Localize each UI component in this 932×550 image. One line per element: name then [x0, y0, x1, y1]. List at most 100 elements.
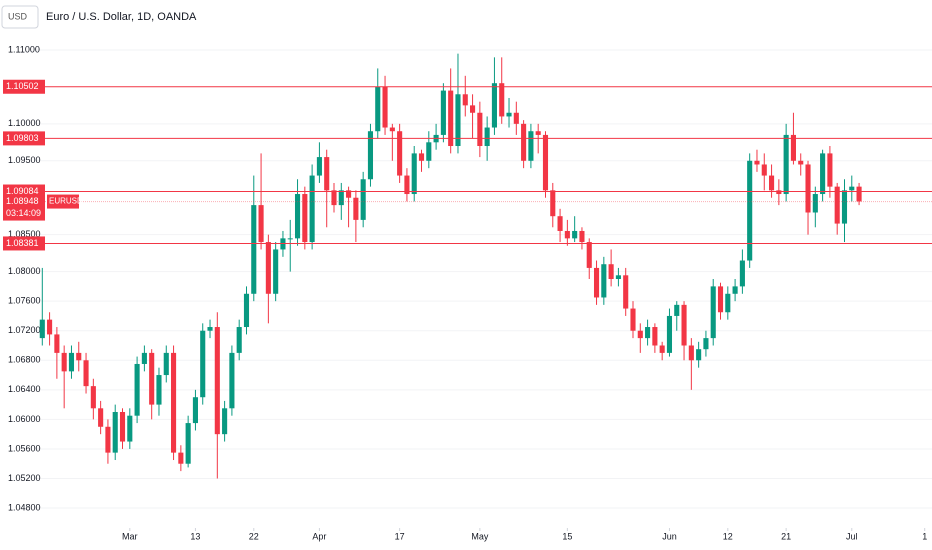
level-label-box — [3, 79, 45, 94]
candle-body — [346, 190, 352, 198]
currency-box[interactable] — [1, 5, 39, 29]
candle-body — [455, 94, 461, 147]
candle-body — [499, 83, 505, 117]
x-tick-label: May — [471, 531, 489, 541]
candle-body — [338, 190, 344, 206]
candle-body — [856, 186, 862, 202]
candle-body — [404, 175, 410, 195]
candle-body — [776, 190, 782, 195]
last-price-box — [3, 194, 45, 221]
candle-body — [243, 293, 250, 328]
candle-body — [171, 352, 177, 453]
candle-body — [542, 134, 549, 191]
candle-body — [557, 216, 563, 231]
candle-body — [739, 260, 745, 287]
y-tick-label: 1.08000 — [8, 266, 41, 276]
y-tick-label: 1.07200 — [8, 325, 41, 335]
candle-body — [834, 186, 840, 224]
candle-body — [769, 175, 775, 191]
y-tick-label: 1.10000 — [8, 118, 41, 128]
candle-body — [615, 275, 621, 279]
candle-body — [418, 153, 425, 161]
level-label-box — [3, 236, 45, 251]
x-tick-label: 12 — [723, 531, 733, 541]
candle-body — [207, 327, 213, 331]
candle-body — [550, 190, 556, 217]
level-label: 1.09084 — [6, 186, 39, 196]
y-tick-label: 1.05200 — [8, 473, 41, 483]
candle-body — [367, 131, 374, 180]
candle-body — [200, 330, 206, 398]
symbol-tag-box — [47, 194, 79, 209]
candle-body — [674, 304, 680, 316]
candle-body — [47, 319, 53, 335]
candle-body — [630, 308, 636, 331]
candle-body — [61, 352, 67, 372]
y-tick-label: 1.04800 — [8, 502, 41, 512]
candle-body — [178, 452, 184, 464]
candle-body — [98, 408, 104, 427]
x-tick-label: Jul — [846, 531, 858, 541]
candle-body — [710, 286, 716, 339]
candle-body — [375, 86, 381, 132]
candle-body — [623, 275, 629, 309]
level-label: 1.10502 — [6, 81, 39, 91]
candle-body — [76, 352, 82, 361]
candle-body — [83, 360, 89, 387]
candle-body — [528, 131, 534, 161]
x-tick-label: Mar — [122, 531, 138, 541]
candle-body — [251, 205, 257, 294]
level-label: 1.09803 — [6, 133, 39, 143]
candle-body — [141, 352, 147, 364]
candle-body — [397, 131, 403, 176]
countdown-label: 03:14:09 — [6, 208, 41, 218]
candle-body — [440, 90, 446, 135]
candle-body — [717, 286, 724, 313]
candle-body — [725, 293, 731, 313]
currency-label[interactable]: USD — [8, 11, 28, 21]
candle-body — [119, 411, 126, 442]
candle-body — [747, 160, 753, 261]
candle-body — [163, 352, 169, 376]
candle-body — [572, 230, 578, 239]
candle-body — [222, 408, 228, 435]
candle-body — [666, 315, 673, 353]
candle-body — [353, 197, 359, 220]
x-tick-label: 1 — [922, 531, 927, 541]
candle-body — [805, 164, 811, 213]
candle-body — [105, 426, 111, 453]
last-price-label: 1.08948 — [6, 196, 39, 206]
candle-body — [316, 157, 322, 176]
candle-body — [127, 415, 133, 442]
y-tick-label: 1.06400 — [8, 384, 41, 394]
candle-body — [156, 375, 162, 405]
candle-body — [411, 153, 417, 195]
x-tick-label: 22 — [249, 531, 259, 541]
candle-body — [827, 153, 833, 187]
candle-body — [90, 386, 96, 409]
y-tick-label: 1.09500 — [8, 155, 41, 165]
y-tick-label: 1.07600 — [8, 296, 41, 306]
candle-body — [601, 264, 607, 298]
level-label-box — [3, 131, 45, 146]
candle-body — [302, 194, 308, 243]
y-tick-label: 1.05600 — [8, 443, 41, 453]
candle-body — [521, 123, 527, 161]
candle-body — [637, 330, 643, 339]
candle-body — [477, 112, 483, 147]
candle-body — [258, 205, 264, 243]
candle-body — [681, 304, 687, 346]
candle-body — [462, 94, 468, 106]
x-tick-label: 17 — [395, 531, 405, 541]
candle-body — [331, 190, 337, 206]
candle-body — [382, 86, 388, 128]
candle-body — [593, 267, 600, 298]
candle-body — [214, 327, 220, 435]
candle-body — [39, 319, 45, 339]
candle-body — [236, 327, 242, 353]
candle-body — [703, 338, 709, 350]
candle-body — [287, 238, 293, 240]
symbol-title: Euro / U.S. Dollar, 1D, OANDA — [46, 11, 197, 23]
